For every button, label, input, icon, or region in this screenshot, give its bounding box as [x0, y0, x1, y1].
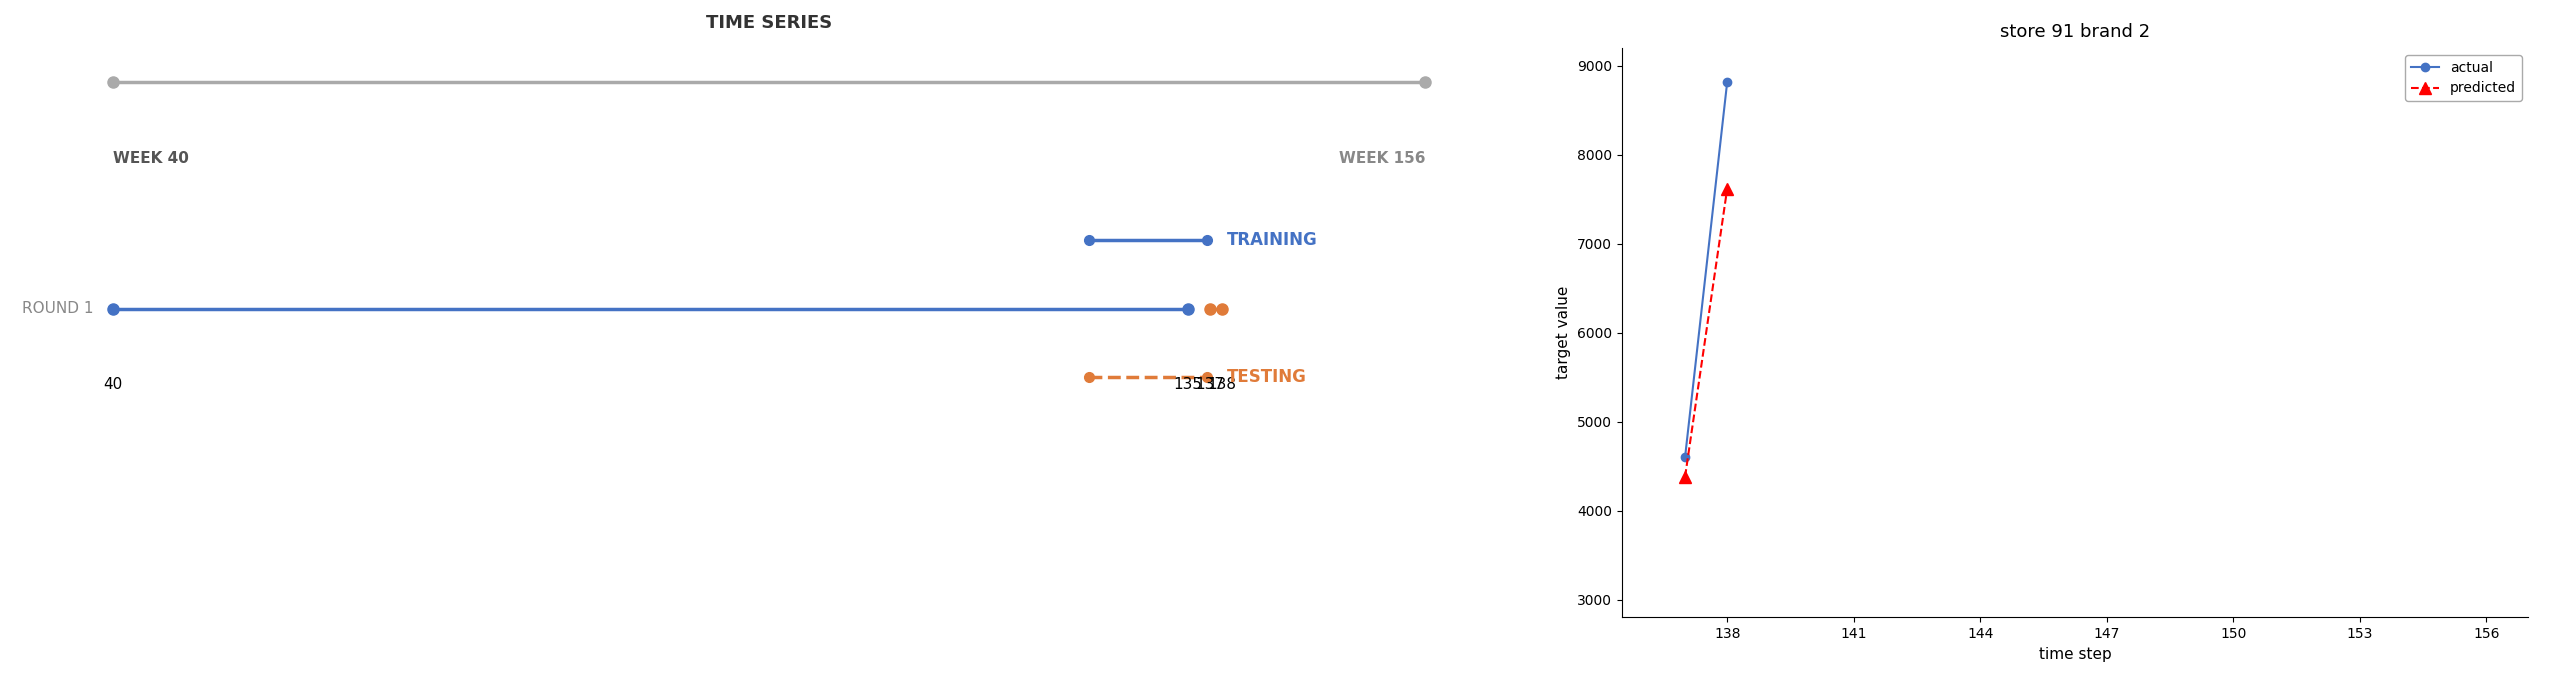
Text: 40: 40: [105, 377, 123, 392]
Text: ROUND 1: ROUND 1: [23, 301, 94, 316]
Text: TESTING: TESTING: [1228, 368, 1308, 386]
Line: actual: actual: [1681, 78, 1732, 462]
predicted: [1670, 473, 1701, 481]
actual: [1670, 453, 1701, 462]
Text: TIME SERIES: TIME SERIES: [705, 14, 833, 32]
Y-axis label: target value: target value: [1555, 286, 1571, 379]
actual: [1711, 78, 1742, 86]
Legend: actual, predicted: actual, predicted: [2406, 55, 2521, 101]
Text: 135: 135: [1172, 377, 1203, 392]
Title: store 91 brand 2: store 91 brand 2: [2000, 23, 2150, 41]
X-axis label: time step: time step: [2038, 647, 2112, 662]
Text: 138: 138: [1208, 377, 1236, 392]
Text: 137: 137: [1195, 377, 1226, 392]
Text: WEEK 156: WEEK 156: [1338, 151, 1425, 166]
Text: WEEK 40: WEEK 40: [112, 151, 189, 166]
Line: predicted: predicted: [1681, 183, 1732, 482]
Text: TRAINING: TRAINING: [1228, 231, 1318, 249]
predicted: [1711, 185, 1742, 193]
